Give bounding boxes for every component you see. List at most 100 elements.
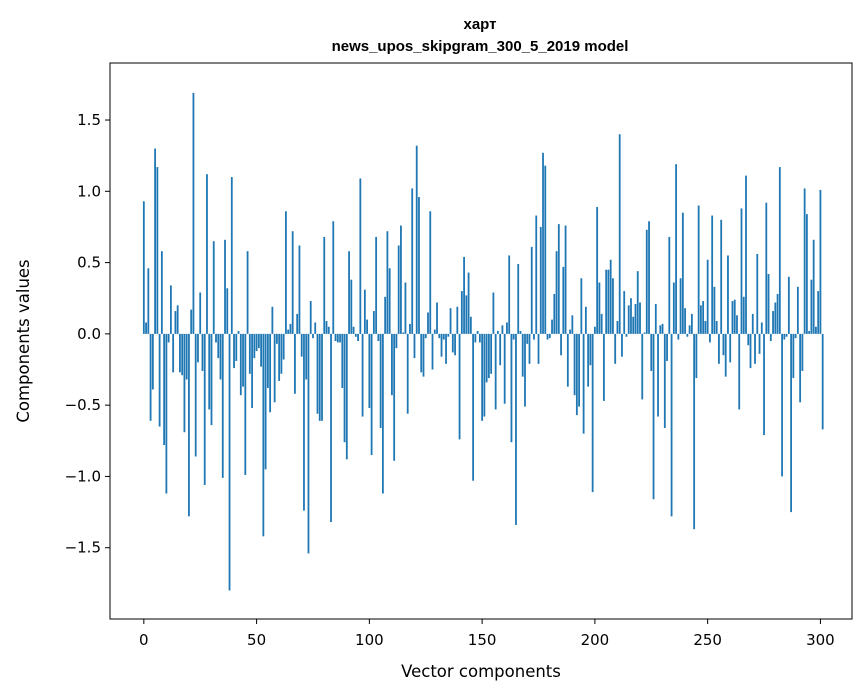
bar bbox=[745, 175, 747, 334]
bar bbox=[560, 333, 562, 356]
bar bbox=[384, 296, 387, 334]
bar bbox=[614, 333, 617, 364]
bar bbox=[393, 333, 396, 461]
y-tick-label: −0.5 bbox=[65, 396, 101, 414]
bar bbox=[197, 333, 199, 363]
bar bbox=[235, 333, 238, 361]
bar bbox=[169, 285, 172, 334]
bar bbox=[212, 241, 215, 334]
bar bbox=[210, 333, 213, 426]
bar bbox=[765, 202, 768, 334]
bar bbox=[709, 333, 711, 343]
bar bbox=[386, 231, 389, 334]
bar bbox=[681, 212, 684, 334]
bar bbox=[740, 208, 743, 334]
bar bbox=[772, 311, 774, 334]
bar bbox=[375, 236, 378, 334]
bar bbox=[605, 269, 608, 334]
bar bbox=[763, 333, 765, 436]
bar bbox=[167, 333, 170, 343]
bar bbox=[630, 298, 632, 334]
bar bbox=[501, 325, 504, 334]
bar bbox=[147, 268, 150, 334]
bar bbox=[621, 333, 623, 357]
bar bbox=[661, 323, 664, 334]
bar bbox=[262, 333, 265, 537]
bar bbox=[625, 333, 628, 337]
bar bbox=[233, 333, 235, 369]
bar bbox=[751, 313, 754, 334]
bar bbox=[447, 333, 450, 337]
bar bbox=[366, 319, 368, 334]
bar bbox=[379, 333, 382, 428]
bar bbox=[278, 333, 281, 381]
bar bbox=[273, 333, 276, 403]
bar bbox=[794, 333, 797, 339]
bar bbox=[440, 333, 443, 357]
bar bbox=[427, 312, 429, 334]
bar bbox=[519, 331, 522, 334]
bar bbox=[305, 333, 308, 380]
bar bbox=[253, 333, 256, 359]
bar bbox=[575, 333, 578, 416]
bar bbox=[812, 239, 815, 334]
bar bbox=[593, 326, 596, 334]
bar bbox=[294, 333, 296, 394]
bar bbox=[194, 333, 197, 457]
bar bbox=[603, 333, 605, 401]
bar bbox=[490, 333, 493, 374]
bar bbox=[321, 333, 323, 421]
bar bbox=[474, 333, 477, 343]
bar bbox=[397, 245, 400, 334]
bar bbox=[368, 333, 371, 408]
bar bbox=[165, 333, 168, 494]
bar bbox=[275, 333, 278, 344]
bar bbox=[429, 211, 432, 334]
bar bbox=[569, 329, 571, 334]
bar bbox=[607, 269, 610, 334]
bar bbox=[201, 333, 204, 371]
bar bbox=[266, 333, 269, 389]
bar bbox=[454, 333, 456, 356]
bar bbox=[445, 333, 447, 364]
bar bbox=[381, 333, 384, 494]
bar bbox=[289, 323, 292, 334]
bar bbox=[332, 221, 335, 334]
bar bbox=[524, 333, 526, 407]
x-tick-label: 100 bbox=[355, 631, 384, 649]
bar bbox=[456, 306, 459, 334]
bar bbox=[666, 333, 668, 361]
bar bbox=[469, 316, 472, 334]
bar bbox=[600, 313, 603, 334]
bar bbox=[377, 333, 380, 341]
bar bbox=[361, 333, 364, 417]
bar bbox=[546, 333, 549, 340]
bar bbox=[463, 256, 465, 334]
bar bbox=[584, 306, 587, 334]
bar bbox=[190, 309, 193, 334]
bar bbox=[219, 333, 222, 380]
bar bbox=[420, 333, 423, 373]
bar bbox=[623, 291, 626, 334]
bar bbox=[817, 291, 820, 334]
bar bbox=[510, 333, 513, 443]
bar bbox=[537, 333, 540, 364]
bar bbox=[790, 333, 792, 513]
bar bbox=[424, 333, 427, 339]
bar bbox=[203, 333, 206, 485]
bar bbox=[291, 231, 294, 334]
bar bbox=[533, 333, 535, 340]
bar bbox=[478, 333, 481, 343]
bar bbox=[224, 239, 226, 334]
bar bbox=[145, 322, 147, 334]
bar bbox=[715, 321, 718, 334]
bar bbox=[808, 331, 811, 334]
bar bbox=[663, 333, 666, 428]
bar bbox=[551, 319, 553, 334]
bar bbox=[548, 333, 551, 339]
bar bbox=[805, 214, 808, 334]
bar bbox=[226, 288, 229, 334]
bar bbox=[142, 201, 145, 334]
bar bbox=[499, 333, 502, 366]
